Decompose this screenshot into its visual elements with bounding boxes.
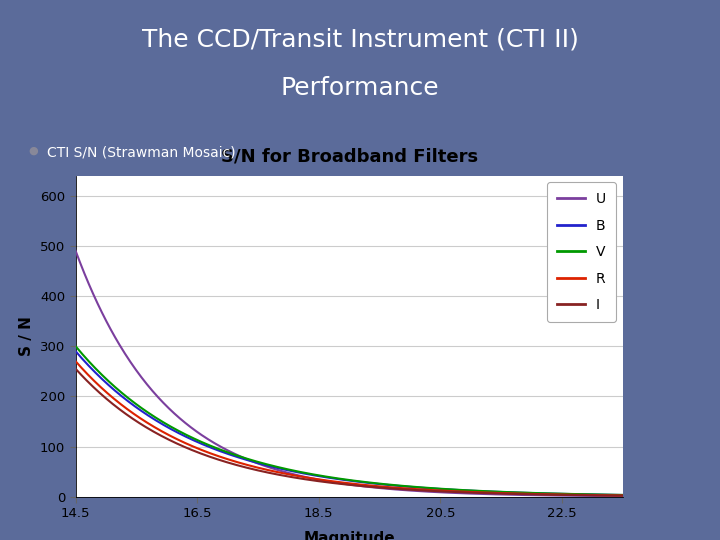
Title: S/N for Broadband Filters: S/N for Broadband Filters bbox=[220, 147, 478, 166]
Text: The CCD/Transit Instrument (CTI II): The CCD/Transit Instrument (CTI II) bbox=[142, 27, 578, 51]
Legend: U, B, V, R, I: U, B, V, R, I bbox=[547, 183, 616, 322]
Text: CTI S/N (Strawman Mosaic): CTI S/N (Strawman Mosaic) bbox=[47, 146, 235, 160]
Text: Performance: Performance bbox=[281, 76, 439, 99]
X-axis label: Magnitude: Magnitude bbox=[303, 531, 395, 540]
Y-axis label: S / N: S / N bbox=[19, 316, 35, 356]
Text: ●: ● bbox=[29, 146, 39, 156]
